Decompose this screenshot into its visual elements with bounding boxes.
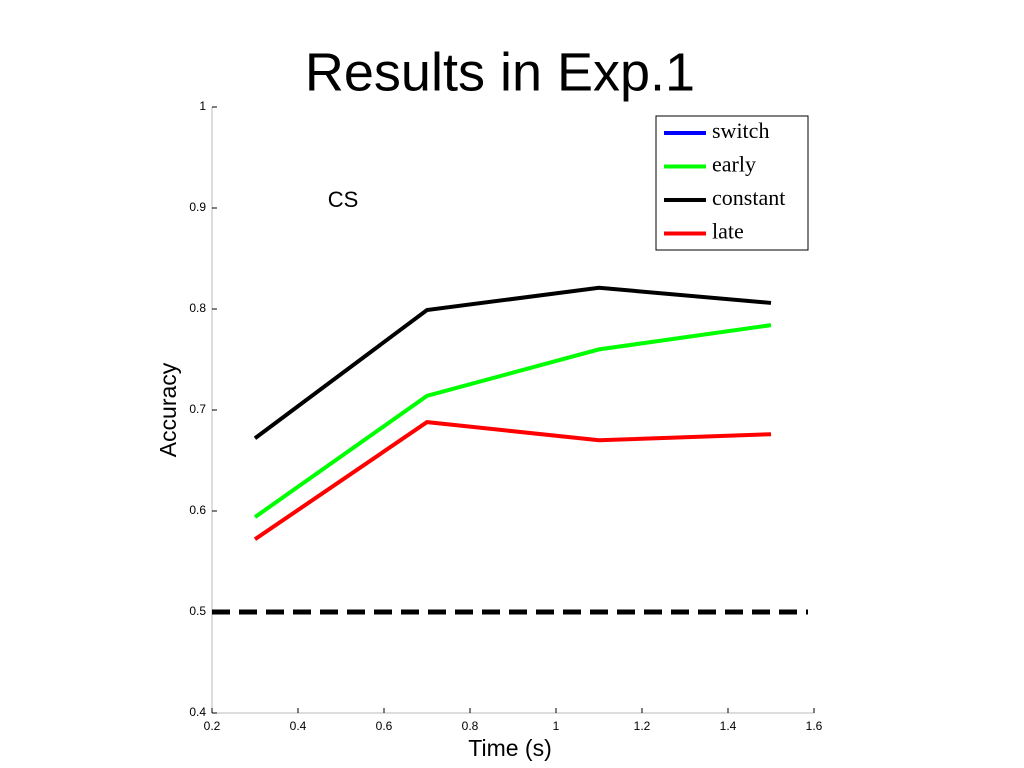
series-line: [253, 285, 772, 440]
y-tick-label: 0.4: [189, 705, 206, 719]
y-axis-label: Accuracy: [155, 362, 181, 457]
y-tick-label: 0.7: [189, 402, 206, 416]
chart-title: Results in Exp.1: [305, 42, 695, 102]
x-axis-label: Time (s): [468, 735, 551, 761]
y-tick-label: 0.9: [189, 200, 206, 214]
x-tick-label: 0.2: [204, 719, 221, 733]
legend-label: switch: [712, 118, 769, 143]
annotation: CS: [328, 187, 359, 212]
legend-box: [655, 115, 809, 251]
x-tick-label: 1: [553, 719, 560, 733]
y-tick-label: 0.8: [189, 301, 206, 315]
legend-label: early: [712, 152, 756, 177]
x-tick-label: 0.8: [462, 719, 479, 733]
y-tick-label: 0.5: [189, 604, 206, 618]
y-tick-label: 1: [199, 99, 206, 113]
x-tick-label: 1.4: [720, 719, 737, 733]
legend-label: late: [712, 219, 744, 244]
x-tick-label: 0.4: [290, 719, 307, 733]
x-tick-label: 0.6: [376, 719, 393, 733]
series-line: [253, 323, 772, 519]
y-tick-label: 0.6: [189, 503, 206, 517]
x-tick-label: 1.2: [634, 719, 651, 733]
legend-label: constant: [712, 185, 785, 210]
series-line: [253, 420, 772, 541]
x-tick-label: 1.6: [806, 719, 823, 733]
